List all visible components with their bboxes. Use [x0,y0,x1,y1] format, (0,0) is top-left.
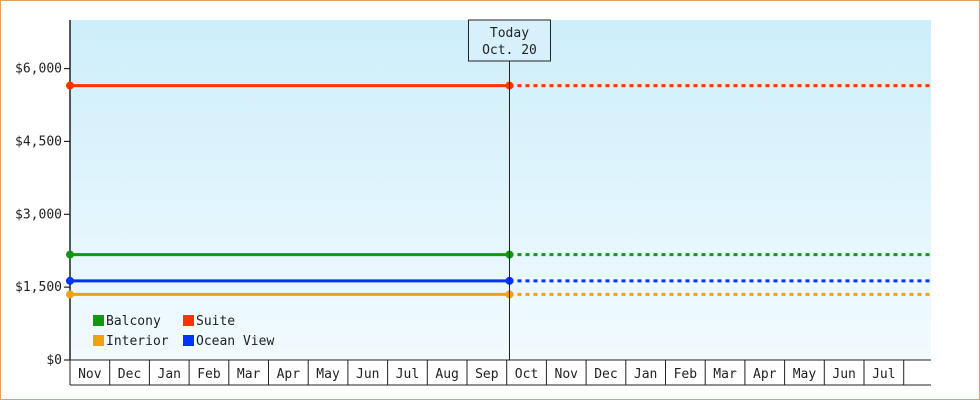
month-label: Dec [594,367,617,382]
legend-swatch-suite [183,315,194,326]
month-label: Mar [713,367,737,382]
y-tick-label: $4,500 [15,134,62,149]
month-label: Sep [475,367,499,382]
plot-area [70,20,931,360]
series-point-ocean-view [66,276,74,285]
month-label: May [316,367,340,382]
month-label: Jun [356,367,379,382]
month-label: Jan [634,367,657,382]
legend-swatch-balcony [93,315,104,326]
legend-label-balcony: Balcony [106,314,161,329]
legend-label-interior: Interior [106,334,169,349]
y-tick-label: $3,000 [15,207,62,222]
month-label: Aug [435,367,458,382]
y-tick-label: $6,000 [15,62,62,77]
today-title: Today [490,26,529,41]
today-box [467,19,551,62]
series-point-interior [66,290,74,299]
today-date: Oct. 20 [482,43,537,58]
month-label: Mar [237,367,261,382]
y-tick-label: $1,500 [15,280,62,295]
legend-swatch-interior [93,335,104,346]
series-point-suite [66,81,74,90]
month-label: Oct [515,367,538,382]
month-label: Jan [158,367,181,382]
month-label: May [793,367,817,382]
month-label: Feb [197,367,221,382]
legend-swatch-ocean-view [183,335,194,346]
month-label: Apr [753,367,777,382]
legend-label-suite: Suite [196,314,235,329]
month-label: Jun [832,367,855,382]
month-label: Nov [555,367,579,382]
y-tick-label: $0 [46,353,62,368]
legend-label-ocean-view: Ocean View [196,334,274,349]
month-label: Feb [674,367,698,382]
month-label: Jul [872,367,895,382]
series-point-balcony [66,250,74,259]
month-label: Nov [78,367,102,382]
month-label: Jul [396,367,419,382]
month-label: Dec [118,367,141,382]
month-label: Apr [277,367,301,382]
